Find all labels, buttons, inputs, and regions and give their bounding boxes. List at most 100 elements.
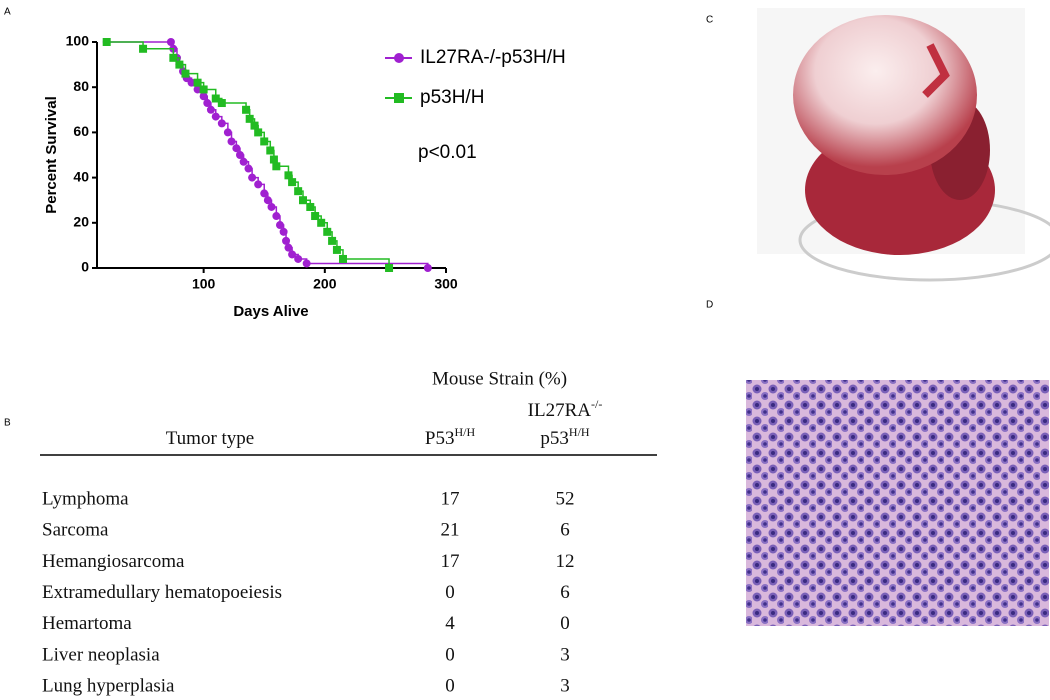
marker xyxy=(311,212,320,221)
column-header-base: p53 xyxy=(540,428,569,449)
y-tick-label: 20 xyxy=(73,214,89,230)
marker xyxy=(385,264,394,272)
cell: 52 xyxy=(556,488,575,509)
marker xyxy=(102,38,111,46)
column-header: Tumor type xyxy=(166,428,255,449)
cell: 17 xyxy=(441,488,460,509)
column-header-base: Tumor type xyxy=(166,428,255,449)
marker xyxy=(232,144,241,153)
marker xyxy=(275,221,284,230)
marker xyxy=(279,227,288,236)
row-label: Extramedullary hematopoeiesis xyxy=(42,582,282,603)
cell: 17 xyxy=(441,551,460,572)
marker xyxy=(193,85,202,94)
x-tick-label: 300 xyxy=(434,276,458,292)
cell: 0 xyxy=(445,676,455,697)
cell: 21 xyxy=(441,520,460,541)
y-tick-label: 60 xyxy=(73,123,89,139)
marker xyxy=(199,92,208,101)
marker xyxy=(217,99,226,108)
y-tick-label: 80 xyxy=(73,78,89,94)
y-tick-label: 0 xyxy=(81,259,89,275)
marker xyxy=(294,187,303,196)
survival-line xyxy=(106,41,390,268)
marker xyxy=(423,264,432,272)
marker xyxy=(248,173,257,182)
marker xyxy=(299,196,308,205)
marker xyxy=(263,196,272,205)
column-header-sup: -/- xyxy=(591,397,602,411)
marker xyxy=(211,94,220,103)
column-header-base: P53 xyxy=(425,428,455,449)
marker xyxy=(235,151,244,159)
photo-histology xyxy=(746,380,1049,626)
marker xyxy=(175,60,184,69)
legend-marker xyxy=(394,93,404,103)
row-label: Lymphoma xyxy=(42,488,129,509)
marker xyxy=(269,155,278,164)
column-header: IL27RA-/- xyxy=(528,397,603,422)
marker xyxy=(139,44,148,53)
marker xyxy=(223,128,232,137)
marker xyxy=(328,236,337,245)
marker xyxy=(332,245,341,254)
marker xyxy=(317,218,326,227)
marker xyxy=(338,254,347,263)
panel-label: D xyxy=(706,300,713,311)
marker xyxy=(266,146,275,155)
row-label: Hemartoma xyxy=(42,613,132,634)
cell: 0 xyxy=(445,582,455,603)
cell: 0 xyxy=(560,613,570,634)
marker xyxy=(242,105,251,114)
marker xyxy=(267,202,276,211)
marker xyxy=(250,121,259,130)
cell: 4 xyxy=(445,613,455,634)
x-axis-label: Days Alive xyxy=(233,303,308,320)
row-label: Hemangiosarcoma xyxy=(42,551,185,572)
marker xyxy=(260,189,269,198)
column-header: p53H/H xyxy=(540,425,590,450)
cell: 3 xyxy=(560,644,570,665)
marker xyxy=(254,180,263,189)
photo-tumor xyxy=(757,8,1050,282)
marker xyxy=(272,212,281,221)
marker xyxy=(199,85,208,94)
marker xyxy=(288,250,297,259)
marker xyxy=(166,38,175,46)
column-header-sup: H/H xyxy=(454,425,475,439)
y-tick-label: 40 xyxy=(73,168,89,184)
legend-label: p53H/H xyxy=(420,87,484,108)
legend-label: IL27RA-/-p53H/H xyxy=(420,47,566,68)
column-header: P53H/H xyxy=(425,425,476,450)
cell: 3 xyxy=(560,676,570,697)
y-tick-label: 100 xyxy=(66,33,90,49)
marker xyxy=(203,99,212,108)
panel-label: C xyxy=(706,15,713,26)
marker xyxy=(245,114,254,123)
marker xyxy=(217,119,226,128)
x-tick-label: 200 xyxy=(313,276,337,292)
row-label: Liver neoplasia xyxy=(42,644,160,665)
marker xyxy=(181,69,190,78)
x-tick-label: 100 xyxy=(192,276,216,292)
marker xyxy=(288,178,297,187)
marker xyxy=(323,227,332,236)
annotation: p<0.01 xyxy=(418,142,477,163)
row-label: Sarcoma xyxy=(42,520,109,541)
legend-marker xyxy=(394,53,404,63)
marker xyxy=(306,202,315,211)
marker xyxy=(282,236,291,245)
survival-line xyxy=(106,41,429,268)
cell: 6 xyxy=(560,582,570,603)
marker xyxy=(294,254,303,263)
marker xyxy=(244,164,253,173)
marker xyxy=(169,53,178,62)
marker xyxy=(302,259,311,268)
row-label: Lung hyperplasia xyxy=(42,676,175,697)
marker xyxy=(284,171,293,180)
marker xyxy=(260,137,269,146)
group-header: Mouse Strain (%) xyxy=(432,368,567,389)
marker xyxy=(206,105,215,114)
